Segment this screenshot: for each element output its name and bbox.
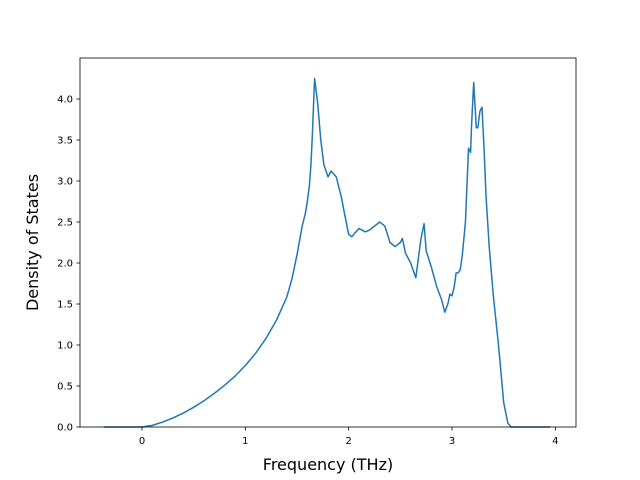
y-tick-label: 3.5 [57,136,73,147]
x-axis-label: Frequency (THz) [263,455,393,474]
plot-area [103,77,551,428]
x-tick-label: 4 [552,436,558,447]
y-axis-label: Density of States [23,174,42,311]
series-line [103,77,551,428]
y-tick-label: 0.5 [57,382,73,393]
axes-frame [79,57,577,428]
y-tick-label: 4.0 [57,95,73,106]
y-tick-label: 2.0 [57,259,73,270]
x-tick-label: 2 [345,436,351,447]
y-tick-label: 2.5 [57,218,73,229]
y-tick-label: 0.0 [57,423,73,434]
y-axis: 0.0 0.5 1.0 1.5 2.0 2.5 3.0 3.5 4.0 [57,95,80,434]
x-tick-label: 1 [242,436,248,447]
y-tick-label: 3.0 [57,177,73,188]
y-tick-label: 1.0 [57,341,73,352]
x-tick-label: 0 [139,436,145,447]
x-axis: 0 1 2 3 4 [139,427,559,447]
x-tick-label: 3 [449,436,455,447]
y-tick-label: 1.5 [57,300,73,311]
